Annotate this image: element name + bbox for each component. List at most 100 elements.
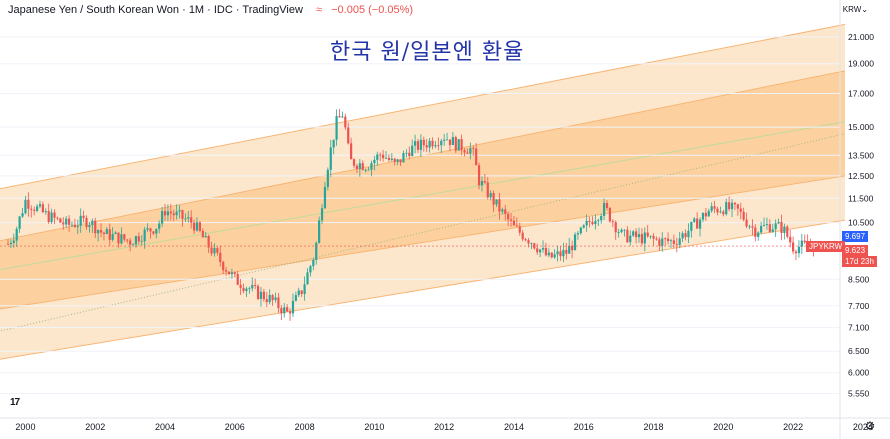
candle-body xyxy=(56,217,59,219)
candle-body xyxy=(661,238,664,246)
candle-body xyxy=(134,236,138,245)
candle-body xyxy=(262,291,265,300)
candle-body xyxy=(783,226,786,233)
candle-body xyxy=(463,150,466,153)
candle-body xyxy=(632,231,635,236)
candle-body xyxy=(547,252,550,256)
candle-body xyxy=(143,229,146,242)
band-line-3 xyxy=(0,219,846,360)
candle-body xyxy=(216,248,219,253)
candle-body xyxy=(626,229,629,243)
candle-body xyxy=(79,215,82,226)
candle-body xyxy=(701,212,705,220)
candle-body xyxy=(451,137,454,146)
candle-body xyxy=(762,225,766,226)
x-tick-label: 2022 xyxy=(783,422,803,432)
candle-body xyxy=(210,247,213,254)
candle-body xyxy=(12,240,15,243)
candle-body xyxy=(422,139,425,146)
candle-body xyxy=(248,288,251,290)
candle-body xyxy=(591,222,594,225)
candle-body xyxy=(576,233,580,235)
candle-body xyxy=(509,219,513,221)
candle-body xyxy=(204,236,207,238)
candle-body xyxy=(416,141,420,150)
candle-body xyxy=(111,233,114,240)
candle-body xyxy=(382,154,385,159)
currency-label[interactable]: KRW⌄ xyxy=(842,5,868,14)
candle-body xyxy=(757,232,760,237)
candle-body xyxy=(277,297,280,309)
band-upper-outer xyxy=(0,24,845,241)
candle-body xyxy=(94,220,97,234)
candle-body xyxy=(600,216,603,221)
candle-body xyxy=(70,224,74,226)
candle-body xyxy=(347,127,350,144)
median-line xyxy=(0,121,846,271)
candle-body xyxy=(9,242,13,245)
candle-body xyxy=(742,211,745,220)
candle-body xyxy=(129,240,132,245)
candle-body xyxy=(370,163,373,170)
candle-body xyxy=(300,290,303,295)
candle-body xyxy=(306,272,309,285)
candle-body xyxy=(105,229,108,234)
candle-body xyxy=(291,300,295,314)
candle-body xyxy=(274,297,277,301)
symbol-title[interactable]: Japanese Yen / South Korean Won · 1M · I… xyxy=(8,4,303,16)
candle-body xyxy=(65,218,68,225)
candle-body xyxy=(233,272,236,274)
candle-body xyxy=(725,202,728,215)
x-tick-label: 2010 xyxy=(364,422,384,432)
countdown-badge: 17d 23h xyxy=(842,256,877,268)
candle-body xyxy=(38,204,42,207)
candle-body xyxy=(533,243,536,249)
candle-body xyxy=(760,225,763,233)
candle-body xyxy=(294,295,297,301)
x-tick-label: 2024 xyxy=(853,422,873,432)
grid xyxy=(0,36,840,395)
candle-body xyxy=(582,225,585,228)
candle-body xyxy=(387,157,391,160)
candle-body xyxy=(114,232,117,234)
gear-icon[interactable]: ⚙ xyxy=(864,419,876,433)
candle-body xyxy=(597,220,600,221)
candle-body xyxy=(640,234,644,244)
candle-body xyxy=(704,212,707,217)
candle-body xyxy=(431,140,434,147)
candle-body xyxy=(320,208,324,221)
x-tick-label: 2006 xyxy=(225,422,245,432)
tradingview-logo-icon: 17 xyxy=(10,397,20,408)
candle-body xyxy=(565,249,568,254)
candle-body xyxy=(507,213,510,220)
candle-body xyxy=(364,169,367,171)
candle-body xyxy=(794,251,798,254)
candle-body xyxy=(82,215,85,218)
candle-body xyxy=(800,240,803,247)
candle-body xyxy=(251,284,254,289)
candle-body xyxy=(495,199,498,205)
candle-body xyxy=(460,139,463,151)
candle-body xyxy=(594,220,597,225)
current-price-badge: 9.623 xyxy=(842,245,869,257)
candle-body xyxy=(681,233,684,239)
candle-body xyxy=(562,249,565,257)
candle-body xyxy=(137,236,140,242)
candle-body xyxy=(190,217,193,223)
y-tick-label: 7.700 xyxy=(848,301,870,311)
candle-body xyxy=(201,230,204,238)
x-tick-label: 2008 xyxy=(295,422,315,432)
candle-body xyxy=(131,244,135,246)
y-tick-label: 6.500 xyxy=(848,346,870,356)
candle-body xyxy=(443,139,446,141)
candle-body xyxy=(297,290,300,296)
candle-body xyxy=(803,240,806,243)
candle-body xyxy=(675,243,678,245)
candle-body xyxy=(99,230,103,233)
candle-body xyxy=(733,202,737,205)
candle-body xyxy=(536,248,539,253)
regression-dotted-line xyxy=(0,133,846,332)
candle-body xyxy=(521,232,524,240)
band-lower-outer xyxy=(0,175,845,360)
